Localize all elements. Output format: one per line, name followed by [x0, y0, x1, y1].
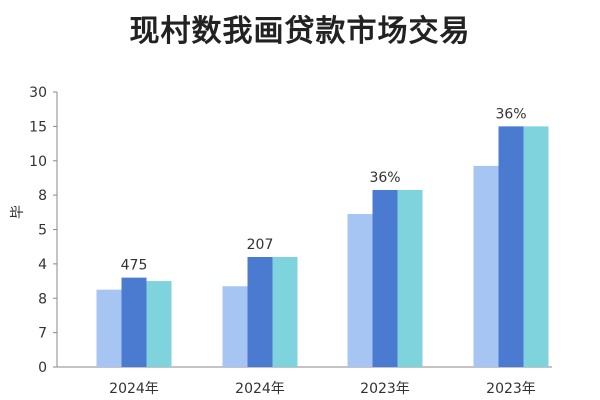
x-tick-label: 2024年 — [235, 381, 285, 397]
bar-2-series-1 — [222, 286, 248, 367]
y-tick-label: 0 — [38, 360, 47, 376]
y-tick-label: 15 — [29, 119, 47, 135]
bar-value-label: 36% — [495, 106, 526, 122]
x-tick-label: 2024年 — [109, 381, 159, 397]
bar-3-series-2 — [372, 189, 398, 367]
chart-title: 现村数我画贷款市场交易 — [129, 14, 471, 49]
bar-3-series-3 — [397, 189, 423, 367]
bar-1-series-3 — [146, 281, 172, 367]
bar-4-series-1 — [473, 165, 499, 367]
bar-2-series-3 — [272, 257, 298, 367]
bar-1-series-1 — [96, 289, 122, 367]
y-tick-label: 10 — [29, 154, 47, 170]
bar-value-label: 207 — [247, 237, 274, 253]
y-tick-label: 30 — [29, 85, 47, 101]
y-tick-label: 8 — [38, 291, 47, 307]
y-axis-title: 毕 — [10, 205, 26, 219]
bar-4-series-2 — [498, 126, 524, 367]
x-tick-label: 2023年 — [360, 381, 410, 397]
y-tick-label: 8 — [38, 188, 47, 204]
bar-4-series-3 — [523, 126, 549, 367]
y-tick-label: 4 — [38, 257, 47, 273]
labels: 475 2024年 207 2024年 36% 2023年 36% 2023年 — [109, 106, 536, 397]
bar-3-series-1 — [347, 214, 373, 367]
bar-value-label: 36% — [369, 170, 400, 186]
y-tick-label: 5 — [38, 223, 47, 239]
bar-2-series-2 — [247, 257, 273, 367]
y-tick-label: 7 — [38, 326, 47, 342]
bar-value-label: 475 — [121, 258, 148, 274]
bar-1-series-2 — [121, 277, 147, 367]
x-tick-label: 2023年 — [486, 381, 536, 397]
bars — [96, 126, 549, 367]
